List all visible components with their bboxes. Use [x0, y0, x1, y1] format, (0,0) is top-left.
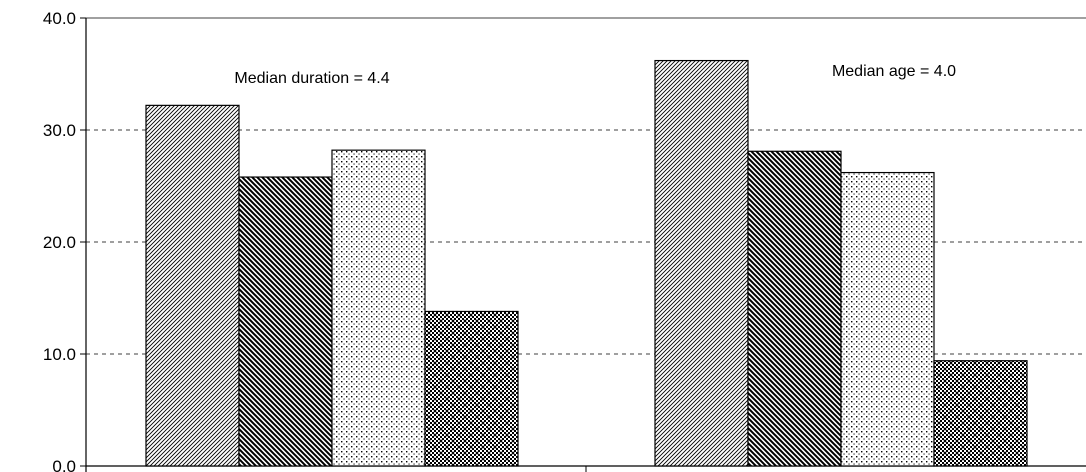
bar: [747, 150, 842, 467]
median-annotation: Median age = 4.0: [832, 63, 956, 80]
y-tick-label: 20.0: [43, 233, 76, 252]
bar: [145, 104, 240, 467]
y-tick-label: 40.0: [43, 9, 76, 28]
bar: [331, 149, 426, 467]
bar: [933, 360, 1028, 467]
y-tick-label: 0.0: [52, 457, 76, 472]
y-tick-label: 10.0: [43, 345, 76, 364]
bars: [145, 59, 1028, 467]
bar: [654, 59, 749, 467]
y-tick-label: 30.0: [43, 121, 76, 140]
median-annotation: Median duration = 4.4: [234, 70, 389, 87]
bar: [840, 171, 935, 467]
labels: 0.0 10.0 20.0 30.0 40.0 Median duration = 4.4…: [43, 9, 956, 472]
bar: [238, 176, 333, 467]
bar: [424, 310, 519, 467]
